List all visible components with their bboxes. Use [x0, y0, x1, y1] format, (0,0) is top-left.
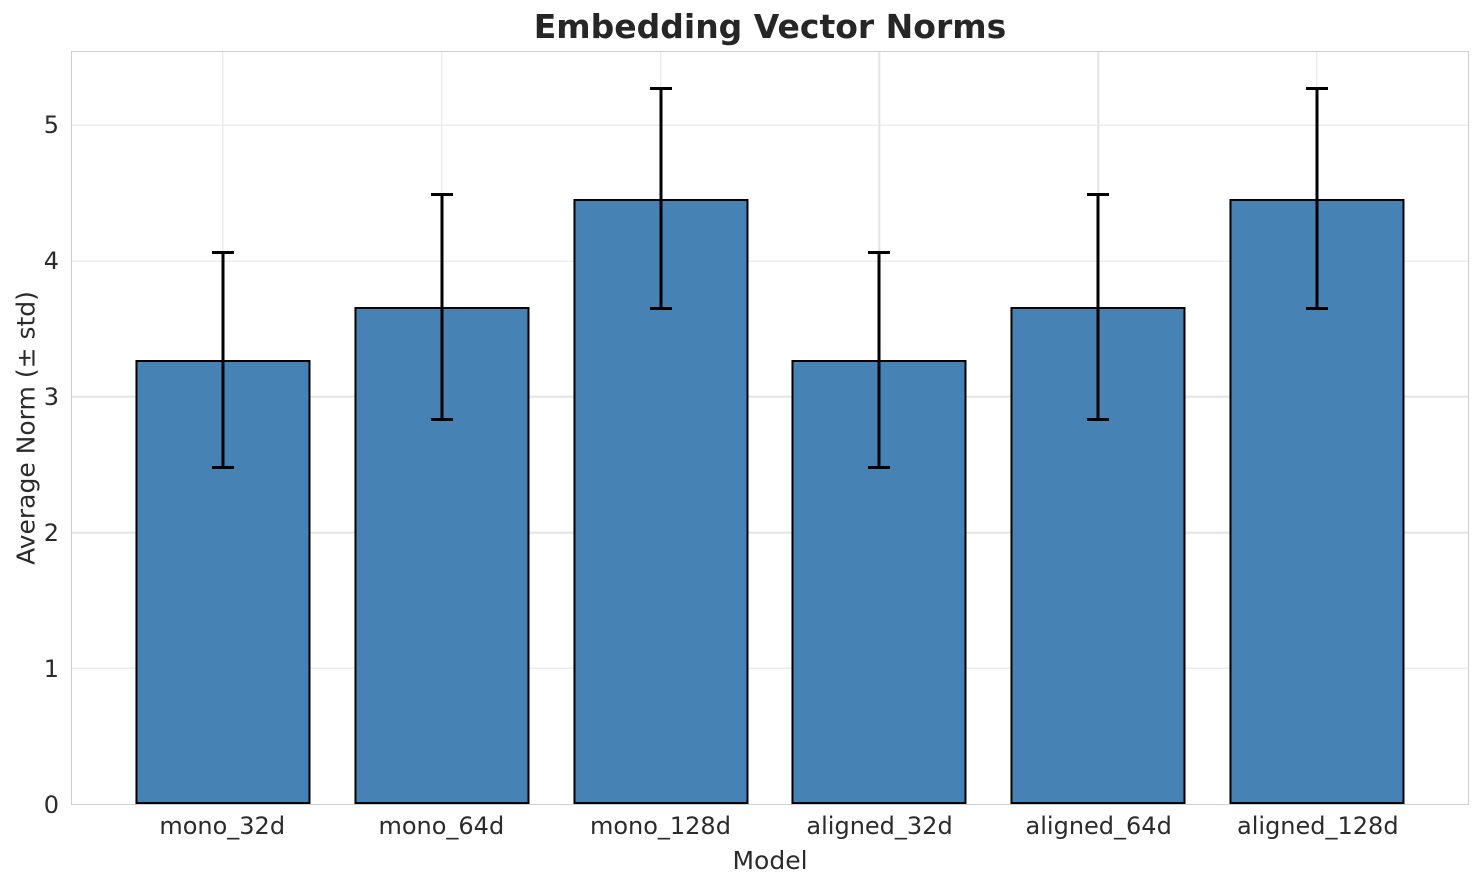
- error-bar-cap-bottom: [1087, 418, 1110, 422]
- error-bar-cap-top: [1087, 193, 1110, 197]
- error-bar: [1306, 87, 1329, 311]
- error-bar-cap-top: [430, 193, 453, 197]
- y-axis-label: Average Norm (± std): [11, 291, 41, 565]
- error-bar-cap-bottom: [211, 465, 234, 469]
- h-gridline: [72, 667, 1468, 669]
- y-tick-label: 2: [43, 518, 59, 547]
- error-bar-line: [1096, 194, 1100, 420]
- error-bar-line: [877, 252, 881, 468]
- y-axis-ticks: 0 1 2 3 4 5: [0, 51, 59, 818]
- error-bar: [430, 193, 453, 422]
- y-tick-label: 0: [43, 791, 59, 819]
- error-bar-cap-top: [649, 87, 672, 91]
- y-tick-label: 5: [43, 110, 59, 139]
- error-bar-line: [1315, 88, 1319, 309]
- error-bar: [649, 87, 672, 311]
- plot-area: [71, 51, 1469, 805]
- y-tick-label: 3: [43, 382, 59, 411]
- y-tick-label: 1: [43, 654, 59, 683]
- error-bar-cap-top: [211, 251, 234, 255]
- x-tick-label: mono_32d: [159, 812, 286, 840]
- h-gridline: [72, 260, 1468, 262]
- x-tick-label: aligned_32d: [806, 812, 953, 840]
- x-tick-label: mono_64d: [378, 812, 505, 840]
- error-bar: [211, 251, 234, 469]
- error-bar-line: [659, 88, 663, 309]
- error-bar-cap-bottom: [649, 307, 672, 311]
- x-axis-label: Model: [732, 846, 808, 875]
- x-tick-label: mono_128d: [589, 812, 731, 840]
- chart-title: Embedding Vector Norms: [533, 7, 1007, 46]
- error-bar: [868, 251, 891, 469]
- x-axis-ticks: mono_32d mono_64d mono_128d aligned_32d alig…: [71, 813, 1469, 845]
- error-bar-cap-top: [1306, 87, 1329, 91]
- error-bar-line: [221, 252, 225, 468]
- error-bar-cap-bottom: [868, 465, 891, 469]
- error-bar-line: [440, 194, 444, 420]
- y-tick-label: 4: [43, 246, 59, 275]
- error-bar: [1087, 193, 1110, 422]
- h-gridline: [72, 396, 1468, 398]
- x-tick-label: aligned_64d: [1025, 812, 1172, 840]
- error-bar-cap-top: [868, 251, 891, 255]
- error-bar-cap-bottom: [430, 418, 453, 422]
- h-gridline: [72, 531, 1468, 534]
- error-bar-cap-bottom: [1306, 307, 1329, 311]
- h-gridline: [72, 124, 1468, 127]
- x-tick-label: aligned_128d: [1237, 812, 1399, 840]
